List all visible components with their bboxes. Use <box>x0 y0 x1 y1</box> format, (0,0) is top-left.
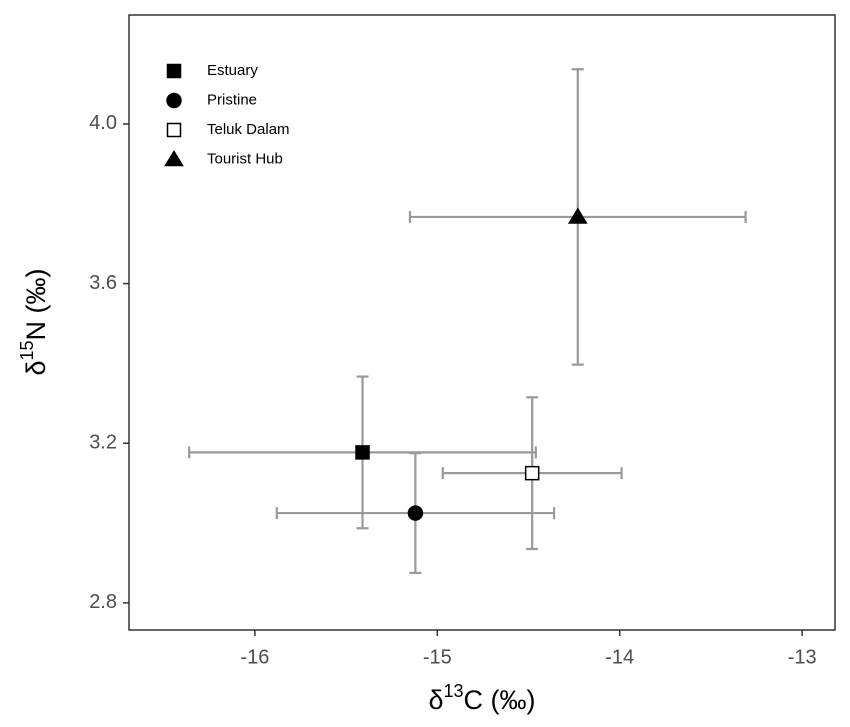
y-title-sup: 15 <box>17 340 37 360</box>
y-title-symbol: δ <box>21 360 51 375</box>
y-title-rest: N (‰) <box>21 268 51 340</box>
x-title-sup: 13 <box>444 681 464 701</box>
y-tick-label: 3.6 <box>89 272 117 294</box>
legend-label: Pristine <box>207 91 257 108</box>
y-tick-label: 3.2 <box>89 432 117 454</box>
point <box>407 505 424 521</box>
plot-frame <box>128 14 836 631</box>
legend-marker <box>164 150 184 167</box>
x-tick-label: -13 <box>788 646 817 668</box>
y-tick-label: 2.8 <box>89 591 117 613</box>
x-tick-label: -14 <box>605 646 634 668</box>
x-title-symbol: δ <box>428 685 443 715</box>
legend-marker <box>166 122 182 138</box>
x-title-rest: C (‰) <box>464 685 536 715</box>
x-axis-title: δ13C (‰) <box>428 681 535 715</box>
y-tick-label: 4.0 <box>89 112 117 134</box>
point <box>524 465 540 481</box>
legend-marker <box>166 92 182 109</box>
legend-label: Teluk Dalam <box>207 121 290 138</box>
x-tick-label: -16 <box>240 646 269 668</box>
point <box>567 207 588 224</box>
legend-label: Tourist Hub <box>207 150 283 167</box>
legend-marker <box>166 63 182 79</box>
y-axis-title: δ15N (‰) <box>17 268 51 375</box>
x-tick-label: -15 <box>423 646 452 668</box>
legend-label: Estuary <box>207 62 258 79</box>
point <box>355 445 370 460</box>
